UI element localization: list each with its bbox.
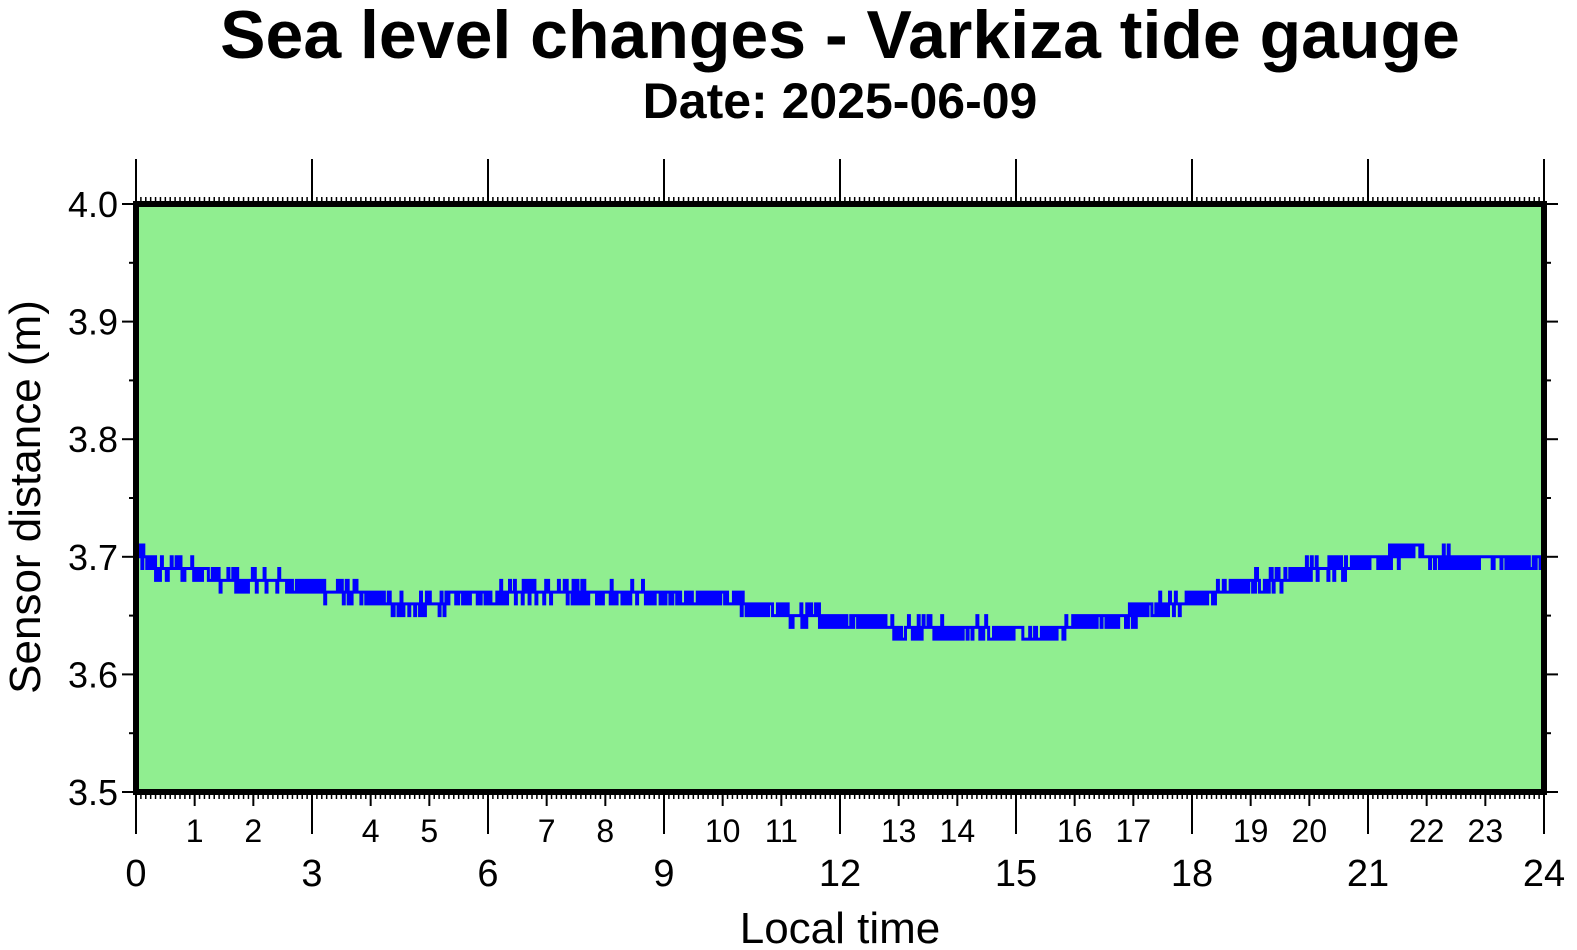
chart-title: Sea level changes - Varkiza tide gauge xyxy=(220,0,1460,73)
x-minor-tick-label: 7 xyxy=(538,813,556,849)
x-minor-tick-label: 19 xyxy=(1233,813,1269,849)
y-tick-label: 3.5 xyxy=(68,772,118,813)
plot-background xyxy=(136,204,1544,792)
plot-frame xyxy=(133,201,1547,795)
y-tick-label: 3.8 xyxy=(68,419,118,460)
x-major-tick-label: 12 xyxy=(819,853,861,895)
x-tick-labels: 0 3 6 9 12 15 18 21 241 2 4 5 7 8 10 11 13 14 16 17 19 20 22 23 xyxy=(125,813,1565,895)
x-major-tick-label: 24 xyxy=(1523,853,1565,895)
y-tick-label: 4.0 xyxy=(68,184,118,225)
x-major-tick-label: 18 xyxy=(1171,853,1213,895)
x-minor-tick-label: 2 xyxy=(244,813,262,849)
bottom-ticks xyxy=(135,792,1545,834)
y-tick-labels: 3.5 3.6 3.7 3.8 3.9 4.0 xyxy=(68,184,118,813)
x-minor-tick-label: 11 xyxy=(765,813,798,849)
x-minor-tick-label: 5 xyxy=(420,813,438,849)
x-minor-tick-label: 22 xyxy=(1409,813,1445,849)
x-major-tick-label: 0 xyxy=(125,853,146,895)
x-minor-tick-label: 14 xyxy=(940,813,976,849)
x-minor-tick-label: 23 xyxy=(1468,813,1504,849)
x-minor-tick-label: 10 xyxy=(705,813,741,849)
x-major-tick-label: 6 xyxy=(477,853,498,895)
top-ticks xyxy=(135,159,1545,204)
x-minor-tick-label: 17 xyxy=(1116,813,1152,849)
x-major-tick-label: 21 xyxy=(1347,853,1389,895)
x-axis-label: Local time xyxy=(740,904,941,950)
x-minor-tick-label: 8 xyxy=(596,813,614,849)
x-major-tick-label: 9 xyxy=(653,853,674,895)
y-tick-label: 3.7 xyxy=(68,537,118,578)
x-minor-tick-label: 4 xyxy=(362,813,380,849)
x-minor-tick-label: 20 xyxy=(1292,813,1328,849)
x-minor-tick-label: 13 xyxy=(881,813,917,849)
chart-subtitle: Date: 2025-06-09 xyxy=(643,73,1038,129)
x-minor-tick-label: 16 xyxy=(1057,813,1093,849)
series-line xyxy=(134,543,1546,641)
x-minor-tick-label: 1 xyxy=(186,813,204,849)
y-axis-label: Sensor distance (m) xyxy=(1,300,50,694)
y-tick-label: 3.6 xyxy=(68,654,118,695)
x-major-tick-label: 3 xyxy=(301,853,322,895)
x-major-tick-label: 15 xyxy=(995,853,1037,895)
y-tick-label: 3.9 xyxy=(68,302,118,343)
